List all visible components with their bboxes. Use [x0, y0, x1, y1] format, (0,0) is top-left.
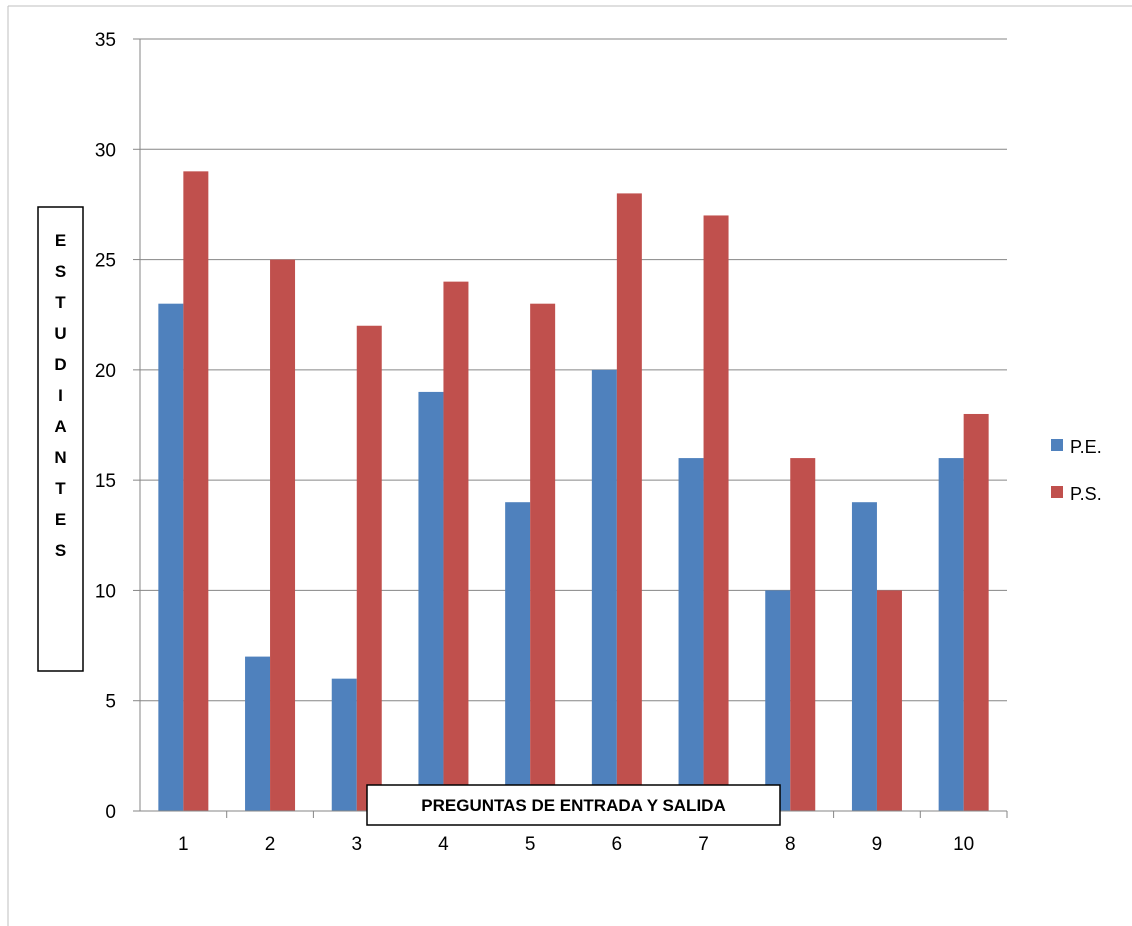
- legend: P.E. P.S.: [1051, 437, 1102, 504]
- x-tick-label: 2: [265, 834, 276, 855]
- bar-ps-2: [270, 259, 296, 812]
- legend-label-ps: P.S.: [1070, 484, 1102, 504]
- legend-swatch-ps: [1051, 486, 1063, 498]
- y-tick-label: 30: [95, 140, 116, 161]
- bar-pe-8: [765, 590, 791, 811]
- bar-pe-1: [158, 303, 184, 811]
- bar-ps-10: [963, 413, 989, 811]
- bar-pe-7: [678, 458, 704, 811]
- bar-pe-9: [851, 502, 877, 811]
- x-axis-label: PREGUNTAS DE ENTRADA Y SALIDA: [421, 796, 725, 815]
- x-tick-label: 4: [438, 834, 449, 855]
- x-tick-label: 6: [612, 834, 623, 855]
- y-tick-label: 20: [95, 361, 116, 382]
- bar-ps-7: [703, 215, 729, 811]
- y-tick-label: 0: [105, 802, 116, 823]
- bar-pe-6: [591, 369, 617, 811]
- bar-pe-3: [331, 678, 357, 811]
- bar-ps-5: [530, 303, 556, 811]
- y-tick-labels: 0 5 10 15 20 25 30 35: [95, 30, 116, 823]
- x-tick-label: 1: [178, 834, 189, 855]
- bars: [158, 171, 989, 812]
- x-tick-label: 9: [872, 834, 883, 855]
- bar-ps-9: [876, 590, 902, 811]
- y-tick-label: 35: [95, 30, 116, 51]
- bar-pe-4: [418, 391, 444, 811]
- y-tick-label: 25: [95, 251, 116, 272]
- bar-ps-4: [443, 281, 469, 812]
- x-tick-label: 10: [953, 834, 974, 855]
- legend-swatch-pe: [1051, 439, 1063, 451]
- bar-ps-6: [616, 193, 642, 811]
- x-tick-label: 3: [351, 834, 362, 855]
- bar-pe-2: [245, 656, 271, 811]
- bar-pe-10: [938, 458, 964, 811]
- bar-ps-1: [183, 171, 209, 812]
- bar-ps-8: [790, 458, 816, 811]
- y-tick-label: 10: [95, 581, 116, 602]
- x-tick-label: 5: [525, 834, 536, 855]
- y-tick-label: 5: [105, 692, 116, 713]
- bar-pe-5: [505, 502, 531, 811]
- x-tick-label: 8: [785, 834, 796, 855]
- x-tick-label: 7: [698, 834, 709, 855]
- x-axis-label-box: [366, 784, 781, 826]
- y-axis-label-box: [37, 206, 84, 672]
- legend-label-pe: P.E.: [1070, 437, 1102, 457]
- bar-ps-3: [356, 325, 382, 811]
- y-tick-label: 15: [95, 471, 116, 492]
